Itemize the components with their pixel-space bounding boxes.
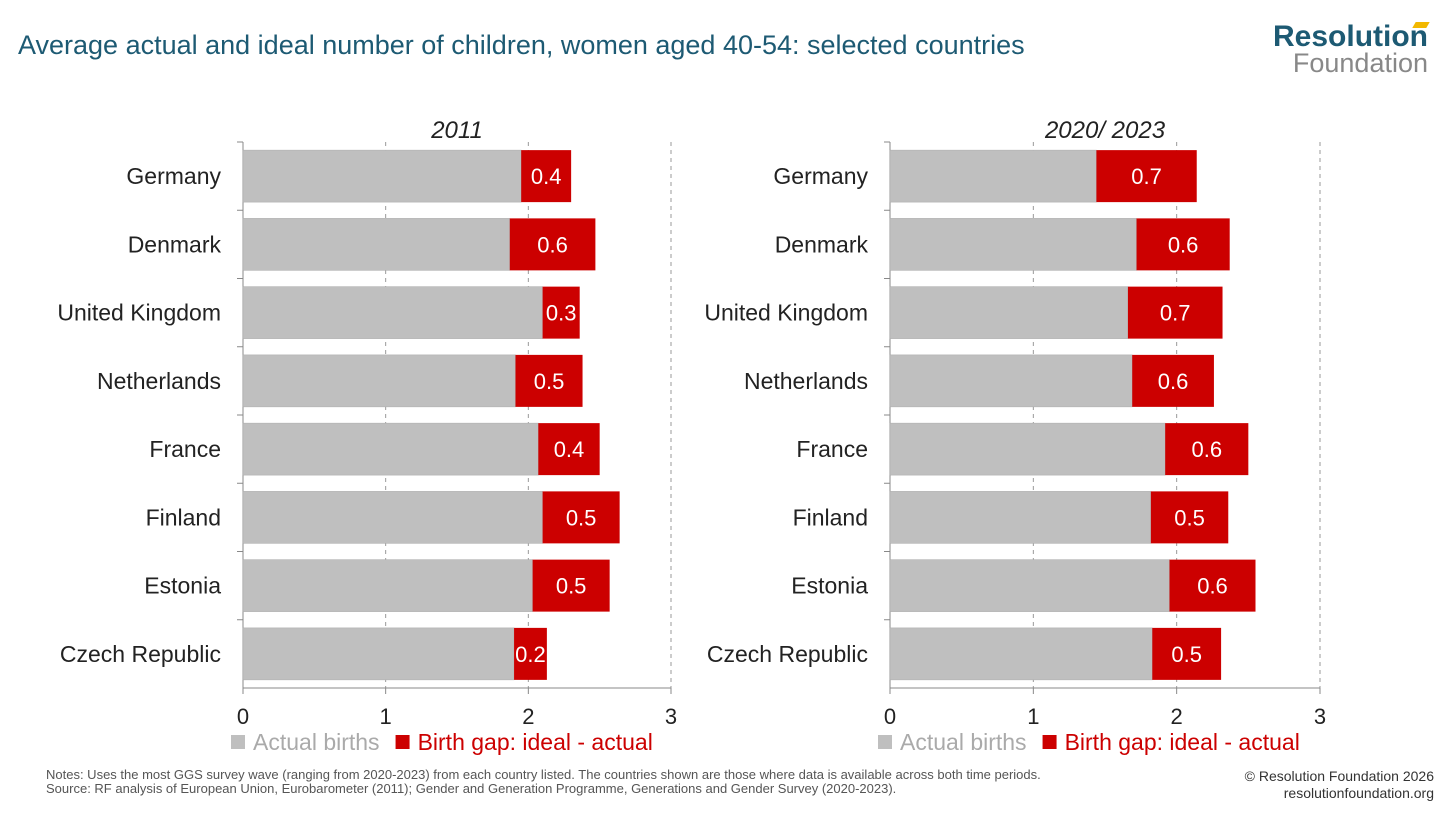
bar-actual-births (889, 218, 1137, 271)
data-label: 0.6 (1191, 437, 1222, 462)
category-label: Estonia (144, 573, 221, 599)
resolution-foundation-logo: Resolution Foundation (1273, 20, 1430, 78)
legend-swatch (395, 735, 410, 749)
bar-birth-gap (1136, 218, 1230, 271)
data-label: 0.7 (1131, 164, 1162, 189)
category-label: United Kingdom (704, 300, 868, 326)
bar-actual-births (889, 149, 1097, 203)
bar-birth-gap (1127, 286, 1223, 339)
bar-actual-births (242, 627, 515, 681)
bar-birth-gap (521, 150, 572, 203)
data-label: 0.4 (531, 164, 562, 189)
bar-birth-gap (1096, 150, 1197, 203)
category-label: United Kingdom (57, 300, 221, 326)
category-label: France (796, 436, 868, 462)
data-label: 0.6 (537, 232, 568, 257)
bar-actual-births (242, 218, 511, 271)
bar-actual-births (889, 286, 1129, 339)
category-label: Netherlands (97, 368, 221, 394)
bar-actual-births (242, 149, 522, 203)
category-label: Czech Republic (60, 641, 221, 667)
legend-label: Actual births (900, 729, 1027, 755)
bar-actual-births (242, 491, 543, 544)
bar-actual-births (889, 491, 1152, 544)
x-tick-label: 2 (522, 704, 534, 729)
website: resolutionfoundation.org (1283, 785, 1434, 801)
bar-actual-births (242, 559, 533, 612)
copyright-block: © Resolution Foundation 2026 resolutionf… (1245, 768, 1434, 802)
legend-swatch (231, 735, 245, 749)
x-tick-label: 1 (380, 704, 392, 729)
bar-birth-gap (1132, 354, 1214, 407)
bar-actual-births (889, 422, 1166, 476)
category-label: Finland (793, 504, 868, 530)
page-title: Average actual and ideal number of child… (18, 30, 1025, 60)
bar-birth-gap (542, 491, 620, 544)
data-label: 0.5 (534, 369, 565, 394)
bar-birth-gap (542, 286, 580, 339)
x-tick-label: 2 (1171, 704, 1183, 729)
bar-actual-births (242, 286, 543, 339)
category-label: Netherlands (744, 368, 868, 394)
category-label: Denmark (775, 231, 869, 257)
data-label: 0.4 (554, 437, 585, 462)
bar-birth-gap (1169, 559, 1256, 612)
data-label: 0.5 (566, 505, 597, 530)
x-tick-label: 1 (1027, 704, 1039, 729)
data-label: 0.6 (1168, 232, 1199, 257)
legend-label: Birth gap: ideal - actual (1065, 729, 1300, 755)
x-tick-label: 3 (1314, 704, 1326, 729)
bar-birth-gap (515, 354, 583, 407)
bar-birth-gap (514, 627, 547, 680)
legend-swatch (878, 735, 892, 749)
bar-birth-gap (1152, 627, 1222, 680)
bar-actual-births (242, 422, 539, 476)
x-tick-label: 0 (884, 704, 896, 729)
category-label: Denmark (128, 231, 222, 257)
data-label: 0.2 (515, 642, 546, 667)
legend-label: Birth gap: ideal - actual (418, 729, 653, 755)
chart-title: 2011 (430, 117, 483, 144)
category-label: France (149, 436, 221, 462)
data-label: 0.5 (1171, 642, 1202, 667)
bar-actual-births (889, 627, 1153, 681)
logo-line2: Foundation (1292, 48, 1428, 78)
data-label: 0.5 (556, 574, 587, 599)
category-label: Germany (773, 163, 868, 189)
bar-birth-gap (532, 559, 610, 612)
legend-swatch (1042, 735, 1057, 749)
bar-birth-gap (538, 423, 600, 476)
category-label: Estonia (791, 573, 868, 599)
data-label: 0.6 (1158, 369, 1189, 394)
x-tick-label: 3 (665, 704, 677, 729)
data-label: 0.5 (1174, 505, 1205, 530)
data-label: 0.6 (1197, 574, 1228, 599)
category-label: Germany (126, 163, 221, 189)
bar-actual-births (889, 559, 1170, 612)
category-label: Finland (146, 504, 221, 530)
copyright: © Resolution Foundation 2026 (1244, 768, 1434, 784)
chart-title: 2020/ 2023 (1044, 117, 1166, 144)
x-tick-label: 0 (237, 704, 249, 729)
bar-actual-births (889, 354, 1133, 408)
bar-birth-gap (509, 218, 596, 271)
source-text: Source: RF analysis of European Union, E… (46, 781, 897, 796)
category-label: Czech Republic (707, 641, 868, 667)
logo-line1: Resolution (1273, 20, 1428, 53)
bar-birth-gap (1150, 491, 1229, 544)
notes-text: Notes: Uses the most GGS survey wave (ra… (46, 767, 1041, 782)
data-label: 0.3 (546, 301, 577, 326)
bar-birth-gap (1165, 423, 1249, 476)
legend-label: Actual births (253, 729, 380, 755)
notes: Notes: Uses the most GGS survey wave (ra… (46, 768, 1166, 796)
data-label: 0.7 (1160, 301, 1191, 326)
bar-actual-births (242, 354, 516, 408)
